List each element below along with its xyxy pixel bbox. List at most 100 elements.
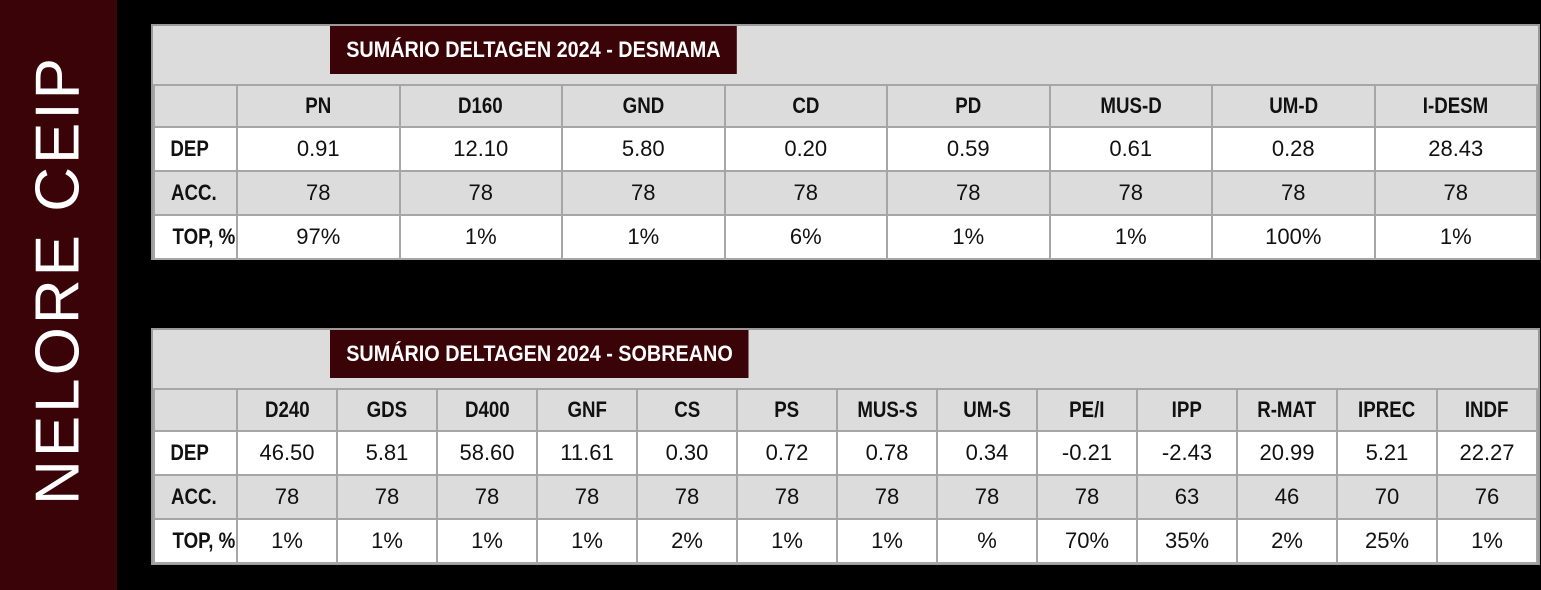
table-cell: 2% <box>1236 518 1338 564</box>
table-cell: 0.59 <box>886 126 1051 172</box>
column-header: IPP <box>1136 388 1238 432</box>
table-cell: 78 <box>636 474 738 520</box>
table-cell: 5.80 <box>561 126 726 172</box>
table-cell: 1% <box>398 214 563 260</box>
table-cell: 46.50 <box>236 430 338 476</box>
table-cell: 97% <box>236 214 401 260</box>
table-cell: 20.99 <box>1236 430 1338 476</box>
table-cell: 5.81 <box>336 430 438 476</box>
table-header-row: D240 GDS D400 GNF CS PS MUS-S UM-S PE/I … <box>153 388 1538 432</box>
table-cell: 6% <box>723 214 888 260</box>
table-cell: 35% <box>1136 518 1238 564</box>
table-cell: -0.21 <box>1036 430 1138 476</box>
table-cell: 0.91 <box>236 126 401 172</box>
table-row-dep: DEP 46.50 5.81 58.60 11.61 0.30 0.72 0.7… <box>153 430 1538 476</box>
column-header: GDS <box>336 388 438 432</box>
table-cell: 76 <box>1436 474 1538 520</box>
table-row-acc: ACC. 78 78 78 78 78 78 78 78 78 63 46 70… <box>153 474 1538 520</box>
desmama-table: PN D160 GND CD PD MUS-D UM-D I-DESM DEP … <box>153 84 1538 260</box>
sobreano-header: SUMÁRIO DELTAGEN 2024 - SOBREANO <box>153 330 1538 388</box>
table-cell: 78 <box>398 170 563 216</box>
row-label: ACC. <box>153 170 238 216</box>
column-header: MUS-S <box>836 388 938 432</box>
column-header: CS <box>636 388 738 432</box>
column-header: IPREC <box>1336 388 1438 432</box>
column-header: PS <box>736 388 838 432</box>
column-header: PE/I <box>1036 388 1138 432</box>
table-cell: 1% <box>336 518 438 564</box>
table-cell: 78 <box>886 170 1051 216</box>
table-cell: 1% <box>736 518 838 564</box>
table-cell: 0.20 <box>723 126 888 172</box>
table-cell: 78 <box>436 474 538 520</box>
column-header: I-DESM <box>1373 84 1538 128</box>
table-cell: 1% <box>1373 214 1538 260</box>
table-row-dep: DEP 0.91 12.10 5.80 0.20 0.59 0.61 0.28 … <box>153 126 1538 172</box>
table-row-top: TOP, % 97% 1% 1% 6% 1% 1% 100% 1% <box>153 214 1538 260</box>
corner-cell <box>153 388 238 432</box>
row-label: DEP <box>153 430 238 476</box>
table-cell: 1% <box>436 518 538 564</box>
table-cell: 0.34 <box>936 430 1038 476</box>
sidebar: NELORE CEIP <box>0 0 117 590</box>
sobreano-panel: SUMÁRIO DELTAGEN 2024 - SOBREANO D240 GD… <box>151 328 1540 565</box>
table-header-row: PN D160 GND CD PD MUS-D UM-D I-DESM <box>153 84 1538 128</box>
table-cell: 78 <box>1373 170 1538 216</box>
table-cell: 78 <box>536 474 638 520</box>
column-header: GNF <box>536 388 638 432</box>
column-header: PD <box>886 84 1051 128</box>
desmama-title: SUMÁRIO DELTAGEN 2024 - DESMAMA <box>330 26 737 74</box>
table-cell: 78 <box>336 474 438 520</box>
table-cell: 25% <box>1336 518 1438 564</box>
column-header: R-MAT <box>1236 388 1338 432</box>
table-cell: 0.61 <box>1048 126 1213 172</box>
table-cell: 1% <box>886 214 1051 260</box>
table-cell: -2.43 <box>1136 430 1238 476</box>
table-cell: 1% <box>561 214 726 260</box>
table-cell: 78 <box>736 474 838 520</box>
table-cell: 1% <box>1048 214 1213 260</box>
column-header: UM-D <box>1211 84 1376 128</box>
table-cell: 78 <box>1036 474 1138 520</box>
table-cell: 100% <box>1211 214 1376 260</box>
corner-cell <box>153 84 238 128</box>
table-row-top: TOP, % 1% 1% 1% 1% 2% 1% 1% % 70% 35% 2%… <box>153 518 1538 564</box>
row-label: DEP <box>153 126 238 172</box>
table-cell: 0.28 <box>1211 126 1376 172</box>
table-cell: 1% <box>836 518 938 564</box>
table-cell: 12.10 <box>398 126 563 172</box>
table-cell: % <box>936 518 1038 564</box>
column-header: INDF <box>1436 388 1538 432</box>
table-cell: 78 <box>236 474 338 520</box>
desmama-header: SUMÁRIO DELTAGEN 2024 - DESMAMA <box>153 26 1538 84</box>
table-row-acc: ACC. 78 78 78 78 78 78 78 78 <box>153 170 1538 216</box>
table-cell: 78 <box>1211 170 1376 216</box>
column-header: D240 <box>236 388 338 432</box>
table-cell: 1% <box>236 518 338 564</box>
table-cell: 0.78 <box>836 430 938 476</box>
table-cell: 78 <box>936 474 1038 520</box>
table-cell: 78 <box>561 170 726 216</box>
table-cell: 2% <box>636 518 738 564</box>
table-cell: 78 <box>836 474 938 520</box>
table-cell: 63 <box>1136 474 1238 520</box>
table-cell: 58.60 <box>436 430 538 476</box>
table-cell: 78 <box>1048 170 1213 216</box>
row-label: TOP, % <box>153 214 238 260</box>
table-cell: 78 <box>236 170 401 216</box>
table-cell: 46 <box>1236 474 1338 520</box>
table-cell: 0.72 <box>736 430 838 476</box>
table-cell: 11.61 <box>536 430 638 476</box>
table-cell: 22.27 <box>1436 430 1538 476</box>
table-cell: 5.21 <box>1336 430 1438 476</box>
sobreano-table: D240 GDS D400 GNF CS PS MUS-S UM-S PE/I … <box>153 388 1538 564</box>
table-cell: 1% <box>536 518 638 564</box>
column-header: D160 <box>398 84 563 128</box>
column-header: D400 <box>436 388 538 432</box>
table-cell: 1% <box>1436 518 1538 564</box>
column-header: MUS-D <box>1048 84 1213 128</box>
column-header: PN <box>236 84 401 128</box>
table-cell: 70 <box>1336 474 1438 520</box>
desmama-panel: SUMÁRIO DELTAGEN 2024 - DESMAMA PN D160 … <box>151 24 1540 260</box>
row-label: TOP, % <box>153 518 238 564</box>
